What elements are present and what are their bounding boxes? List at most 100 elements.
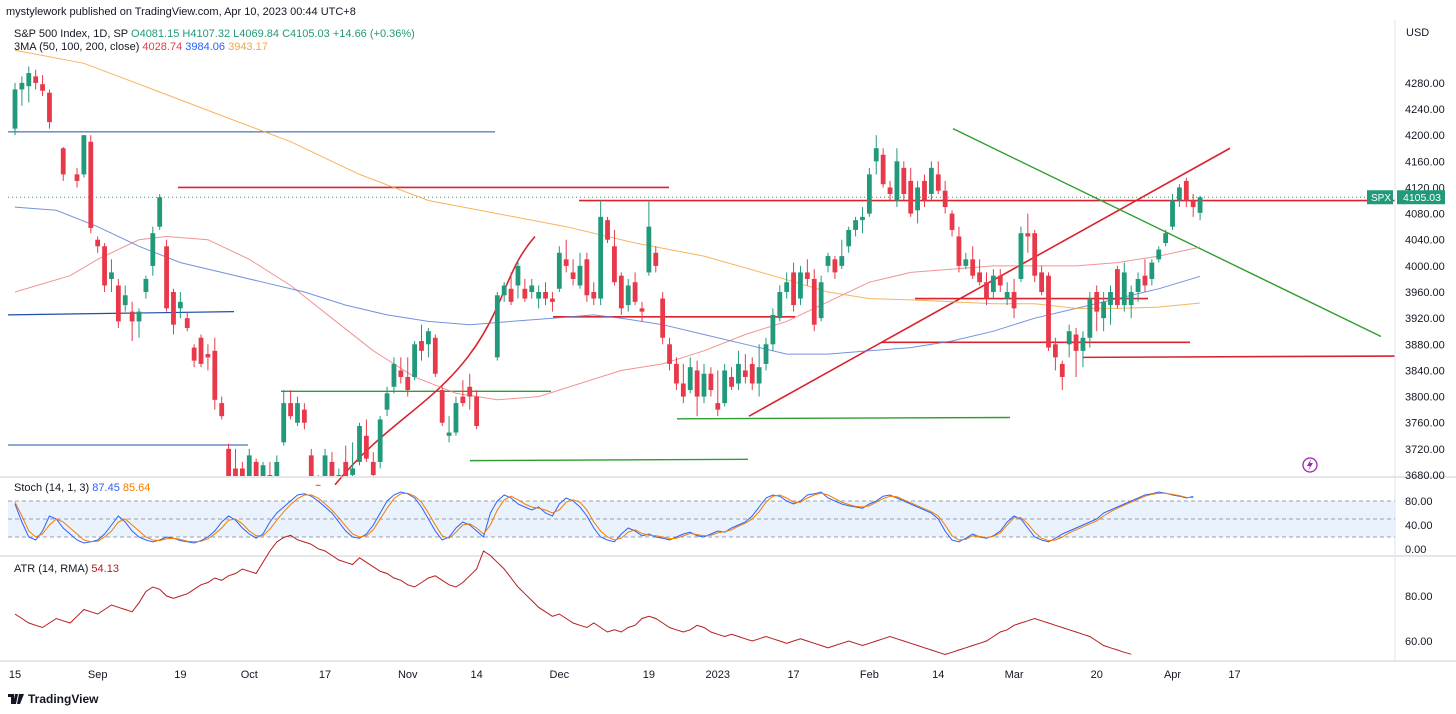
candle-body [1121, 272, 1127, 306]
moving-average-line [14, 235, 1201, 401]
candle-body [253, 461, 259, 476]
price-tick-label: 4240.00 [1405, 104, 1445, 116]
candle-body [687, 367, 693, 391]
candle-body [343, 461, 349, 476]
candle-body [494, 295, 500, 358]
candle-body [47, 92, 52, 123]
candle-body [653, 252, 659, 266]
candle-body [474, 396, 480, 426]
stoch-legend[interactable]: Stoch (14, 1, 3) 87.45 85.64 [14, 482, 150, 494]
candle-body [777, 292, 783, 319]
time-tick-label: 17 [319, 669, 331, 681]
candle-body [426, 331, 431, 345]
lightning-icon [1307, 459, 1313, 471]
price-tick-label: 3800.00 [1405, 392, 1445, 404]
candle-body [501, 285, 507, 296]
time-tick-label: Apr [1164, 669, 1181, 681]
candle-body [412, 344, 418, 377]
candle-body [749, 363, 755, 384]
candle-body [770, 314, 776, 345]
candle-body [963, 259, 969, 266]
candle-body [281, 403, 287, 443]
candle-body [515, 265, 521, 286]
candle-body [618, 275, 624, 309]
stoch-d-line [14, 492, 1194, 543]
candle-body [157, 197, 163, 227]
candle-body [40, 84, 45, 91]
candle-body [660, 298, 666, 338]
candle-body [922, 180, 927, 201]
candle-body [1149, 262, 1155, 279]
candle-body [295, 403, 300, 423]
candle-body [239, 468, 245, 476]
candle-body [460, 396, 466, 404]
candle-body [1073, 334, 1079, 351]
candle-body [846, 229, 852, 247]
candle-body [322, 455, 328, 476]
moving-average-line [14, 49, 1201, 309]
candle-body [1101, 301, 1107, 319]
price-tick-label: 3880.00 [1405, 339, 1445, 351]
candle-body [233, 468, 238, 476]
candle-body [577, 265, 583, 286]
candle-body [329, 461, 335, 476]
candle-body [763, 344, 769, 364]
support-line-blue-mid [7, 311, 235, 316]
candle-body [860, 216, 865, 221]
time-tick-label: 14 [932, 669, 944, 681]
candle-body [288, 403, 293, 417]
stoch-d-value: 85.64 [122, 482, 151, 494]
candle-body [1032, 233, 1038, 276]
atr-legend[interactable]: ATR (14, RMA) 54.13 [14, 563, 119, 575]
candle-body [1197, 197, 1203, 213]
candle-body [756, 367, 762, 384]
candle-body [12, 89, 18, 129]
candle-body [357, 425, 362, 462]
ma-legend[interactable]: 3MA (50, 100, 200, close) 4028.74 3984.0… [14, 41, 268, 53]
candle-body [811, 278, 817, 325]
time-tick-label: 2023 [706, 669, 730, 681]
stoch-pane: 80.00 40.00 0.00 [8, 491, 1433, 556]
candle-body [887, 187, 893, 194]
symbol-tag-text: SPX [1371, 193, 1391, 204]
candle-body [625, 285, 631, 306]
candle-body [1052, 344, 1058, 358]
atr-label: ATR (14, RMA) [14, 563, 89, 575]
candle-body [598, 216, 604, 299]
atr-value: 54.13 [91, 563, 119, 575]
candle-body [674, 363, 679, 384]
candle-body [60, 148, 66, 175]
symbol-name[interactable]: S&P 500 Index, 1D, SP [14, 28, 128, 40]
publish-note: mystylework published on TradingView.com… [6, 6, 356, 18]
candle-body [1128, 292, 1134, 306]
candle-body [377, 419, 383, 462]
price-tick-label: 3760.00 [1405, 418, 1445, 430]
candle-body [1059, 363, 1065, 377]
price-tick-label: 4160.00 [1405, 156, 1445, 168]
tradingview-brand[interactable]: TradingView [8, 692, 98, 706]
candle-body [949, 213, 955, 230]
time-tick-label: Sep [88, 669, 108, 681]
candle-body [419, 341, 424, 351]
candle-body [1018, 233, 1024, 279]
candles [12, 66, 1203, 486]
time-tick-label: 17 [787, 669, 799, 681]
candle-body [143, 278, 149, 293]
candle-body [432, 337, 438, 374]
candle-body [977, 272, 982, 283]
candle-body [1177, 187, 1182, 201]
ma200-value: 3943.17 [228, 41, 268, 53]
ohlc-values: O4081.15 H4107.32 L4069.84 C4105.03 +14.… [131, 28, 415, 40]
candle-body [1190, 200, 1196, 208]
ma50-value: 4028.74 [142, 41, 183, 53]
candle-body [370, 461, 376, 475]
candle-body [1080, 337, 1086, 351]
candle-body [563, 259, 569, 266]
axes: 3680.00 3720.00 3760.00 3800.00 3840.00 3880.… [0, 20, 1456, 662]
green-level-line [469, 458, 749, 462]
candle-body [1135, 278, 1141, 293]
candle-body [1142, 275, 1148, 286]
candle-body [825, 256, 831, 266]
candle-body [1108, 292, 1113, 306]
falling-green-trendline [952, 128, 1382, 338]
